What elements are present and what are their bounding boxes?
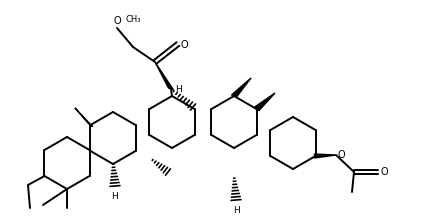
Polygon shape — [75, 108, 92, 127]
Text: CH₃: CH₃ — [125, 16, 141, 24]
Text: O: O — [380, 167, 388, 177]
Text: O: O — [180, 40, 188, 50]
Text: H: H — [112, 192, 118, 201]
Polygon shape — [254, 93, 275, 111]
Text: O: O — [113, 16, 121, 26]
Text: O: O — [337, 150, 345, 160]
Text: H: H — [175, 85, 182, 93]
Polygon shape — [314, 154, 336, 158]
Polygon shape — [232, 78, 251, 97]
Polygon shape — [155, 62, 173, 90]
Text: H: H — [233, 206, 239, 215]
